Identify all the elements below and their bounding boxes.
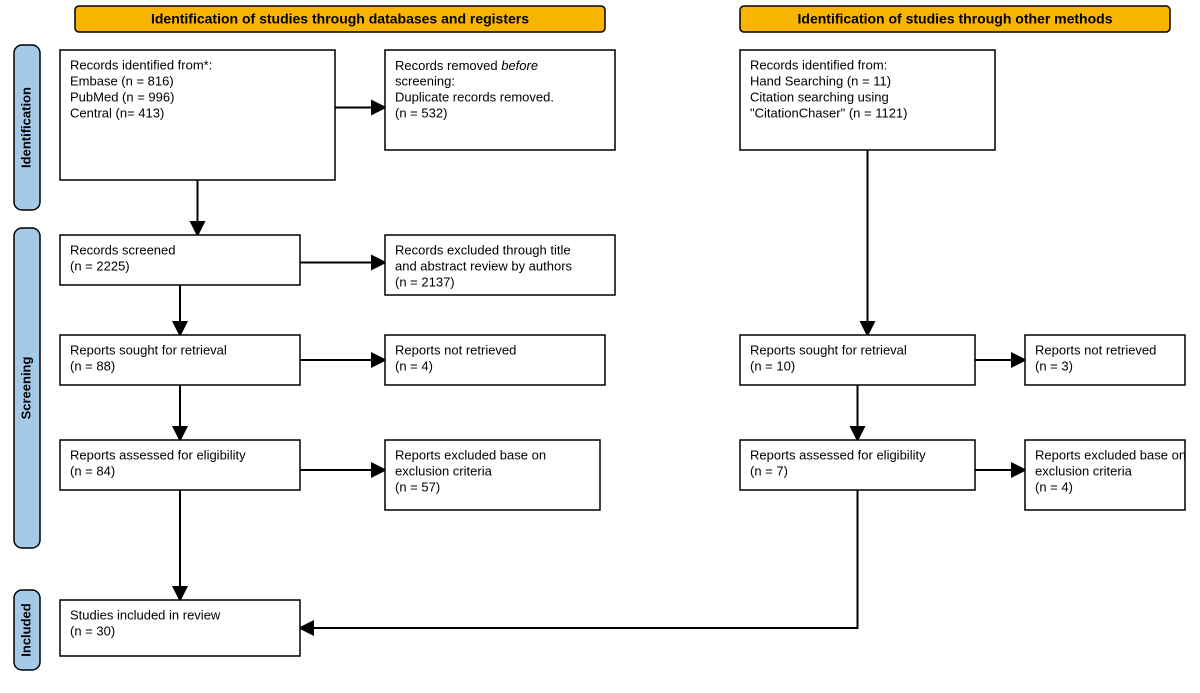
- flow-box-text: Reports sought for retrieval: [750, 343, 907, 358]
- flow-box-text: (n = 532): [395, 106, 447, 121]
- flow-box-text: Embase (n = 816): [70, 74, 174, 89]
- flow-box-text: (n = 2137): [395, 275, 455, 290]
- flow-box-text: Records removed before: [395, 58, 538, 73]
- flow-box-text: (n = 4): [1035, 480, 1073, 495]
- header-text: Identification of studies through other …: [798, 11, 1113, 27]
- flow-box-text: exclusion criteria: [1035, 464, 1133, 479]
- flow-box-text: Reports excluded base on: [395, 448, 546, 463]
- flow-box-text: screening:: [395, 74, 455, 89]
- flow-box-text: Studies included in review: [70, 608, 221, 623]
- flow-box-text: Reports not retrieved: [395, 343, 516, 358]
- flow-box-text: Records excluded through title: [395, 243, 571, 258]
- side-label-text: Identification: [18, 87, 33, 168]
- flow-box-text: Reports assessed for eligibility: [750, 448, 926, 463]
- flow-box-text: Reports not retrieved: [1035, 343, 1156, 358]
- flow-box-text: Central (n= 413): [70, 106, 164, 121]
- flow-box-text: Hand Searching (n = 11): [750, 74, 891, 89]
- flow-box-text: (n = 2225): [70, 259, 130, 274]
- flow-box-text: Records screened: [70, 243, 176, 258]
- flow-box-text: exclusion criteria: [395, 464, 493, 479]
- flow-box-text: (n = 57): [395, 480, 440, 495]
- flow-box-text: Reports excluded base on: [1035, 448, 1186, 463]
- flow-box-text: (n = 7): [750, 464, 788, 479]
- flow-box-text: Reports assessed for eligibility: [70, 448, 246, 463]
- flow-box-text: Citation searching using: [750, 90, 889, 105]
- flow-box-text: (n = 30): [70, 624, 115, 639]
- flow-box-text: PubMed (n = 996): [70, 90, 174, 105]
- side-label-text: Screening: [18, 357, 33, 420]
- flow-box-text: and abstract review by authors: [395, 259, 573, 274]
- flow-box-text: Records identified from*:: [70, 58, 212, 73]
- side-label-text: Included: [18, 603, 33, 657]
- flow-box-text: Records identified from:: [750, 58, 887, 73]
- prisma-flowchart: Identification of studies through databa…: [0, 0, 1200, 693]
- flow-box-text: Reports sought for retrieval: [70, 343, 227, 358]
- header-text: Identification of studies through databa…: [151, 11, 529, 27]
- flow-box-text: Duplicate records removed.: [395, 90, 554, 105]
- flow-box-text: (n = 3): [1035, 359, 1073, 374]
- flow-box-text: (n = 10): [750, 359, 795, 374]
- flow-box-text: "CitationChaser" (n = 1121): [750, 106, 908, 121]
- flow-box-text: (n = 88): [70, 359, 115, 374]
- flow-box-text: (n = 4): [395, 359, 433, 374]
- flow-box-text: (n = 84): [70, 464, 115, 479]
